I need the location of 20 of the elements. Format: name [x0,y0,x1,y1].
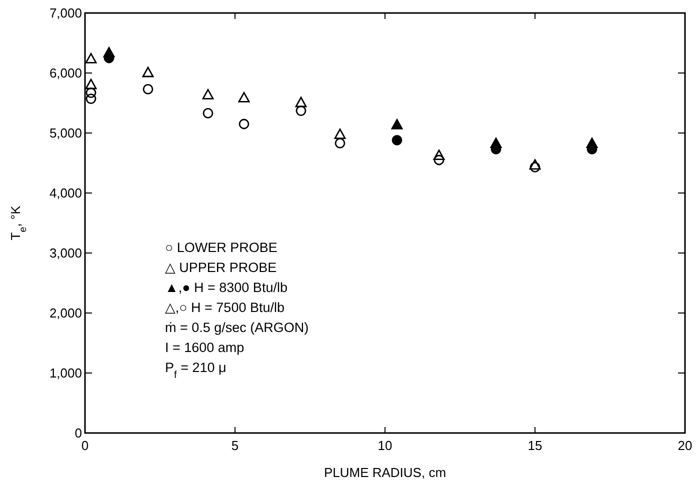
y-tick-label: 2,000 [49,306,82,320]
annotation: ṁ = 0.5 g/sec (ARGON) [165,320,309,335]
x-tick-label: 5 [231,438,239,453]
y-tick-label: 7,000 [49,6,82,20]
x-axis-title: PLUME RADIUS, cm [324,465,446,480]
annotation: △,○ H = 7500 Btu/lb [165,300,284,315]
x-tick-label: 15 [528,438,542,453]
x-tick-label: 10 [378,438,392,453]
y-tick-label: 1,000 [49,366,82,380]
x-tick-label: 20 [678,438,692,453]
y-tick-label: 5,000 [49,126,82,140]
annotation: ○ LOWER PROBE [165,240,278,255]
y-tick-label: 0 [74,426,82,440]
annotation: △ UPPER PROBE [165,260,277,275]
y-tick-label: 4,000 [49,186,82,200]
annotation: ▲,● H = 8300 Btu/lb [165,280,288,295]
y-tick-label: 3,000 [49,246,82,260]
annotation: I = 1600 amp [165,340,244,355]
annotation: P$_{f}$ = 210 μ [165,360,226,380]
y-tick-label: 6,000 [49,66,82,80]
